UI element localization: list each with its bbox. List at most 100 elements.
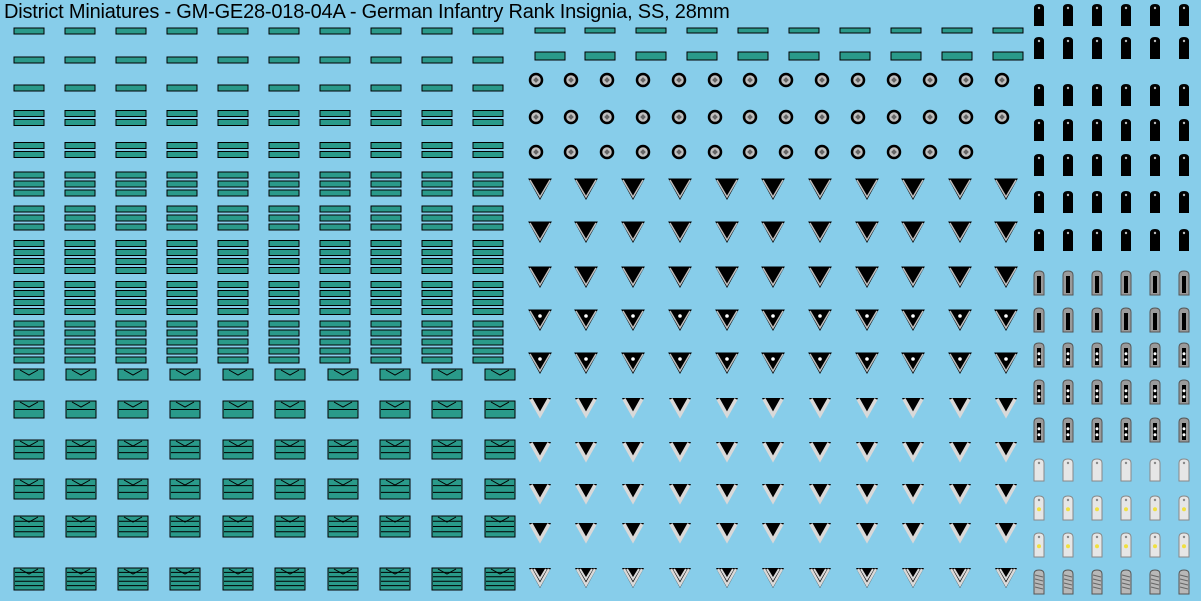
chevron-icon xyxy=(855,221,879,244)
chevron-icon xyxy=(621,309,645,332)
shoulder-strap-icon xyxy=(1149,458,1161,482)
green-bar-icon xyxy=(166,240,198,274)
wreath-patch-icon xyxy=(274,515,306,538)
chevron-icon xyxy=(622,523,644,544)
shoulder-strap-icon xyxy=(1120,495,1132,521)
round-pip-icon xyxy=(778,72,794,88)
shoulder-strap-icon xyxy=(1149,417,1161,443)
chevron-icon xyxy=(715,352,739,375)
green-bar-icon xyxy=(13,320,45,364)
chevron-icon xyxy=(902,398,924,419)
green-bar-icon xyxy=(64,27,96,35)
shoulder-strap-icon xyxy=(1179,4,1189,26)
green-bar-icon xyxy=(472,281,504,315)
wreath-patch-icon xyxy=(65,368,97,381)
chevron-icon xyxy=(902,568,924,588)
shoulder-strap-icon xyxy=(1149,270,1161,296)
wide-green-bar-icon xyxy=(992,51,1024,61)
wreath-patch-icon xyxy=(327,439,359,460)
green-bar-icon xyxy=(319,320,351,364)
green-bar-icon xyxy=(370,142,402,158)
shoulder-strap-icon xyxy=(1179,154,1189,176)
shoulder-strap-icon xyxy=(1178,569,1190,595)
green-bar-icon xyxy=(217,27,249,35)
chevron-icon xyxy=(761,266,785,289)
wreath-patch-icon xyxy=(65,400,97,419)
wreath-patch-icon xyxy=(65,478,97,500)
wreath-patch-icon xyxy=(327,478,359,500)
wreath-patch-icon xyxy=(379,478,411,500)
wreath-patch-icon xyxy=(13,439,45,460)
wreath-patch-icon xyxy=(431,515,463,538)
wreath-patch-icon xyxy=(222,368,254,381)
chevron-icon xyxy=(716,398,738,419)
shoulder-strap-icon xyxy=(1062,495,1074,521)
green-bar-icon xyxy=(268,56,300,64)
green-bar-icon xyxy=(421,56,453,64)
chevron-icon xyxy=(574,352,598,375)
green-bar-icon xyxy=(64,171,96,197)
chevron-icon xyxy=(809,398,831,419)
wreath-patch-icon xyxy=(379,400,411,419)
green-bar-icon xyxy=(166,205,198,231)
chevron-icon xyxy=(948,309,972,332)
shoulder-strap-icon xyxy=(1150,154,1160,176)
chevron-icon xyxy=(809,484,831,505)
shoulder-strap-icon xyxy=(1120,417,1132,443)
green-bar-icon xyxy=(166,110,198,126)
shoulder-strap-icon xyxy=(1091,342,1103,368)
green-bar-icon xyxy=(217,205,249,231)
green-bar-icon xyxy=(319,56,351,64)
chevron-icon xyxy=(809,568,831,588)
shoulder-strap-icon xyxy=(1178,379,1190,405)
green-bar-icon xyxy=(166,281,198,315)
wreath-patch-icon xyxy=(13,478,45,500)
chevron-icon xyxy=(995,568,1017,588)
shoulder-strap-icon xyxy=(1062,379,1074,405)
round-pip-icon xyxy=(922,144,938,160)
chevron-icon xyxy=(901,309,925,332)
chevron-icon xyxy=(808,178,832,201)
thin-green-bar-icon xyxy=(737,27,769,34)
thin-green-bar-icon xyxy=(584,27,616,34)
shoulder-strap-icon xyxy=(1149,379,1161,405)
chevron-icon xyxy=(574,309,598,332)
green-bar-icon xyxy=(421,142,453,158)
green-bar-icon xyxy=(217,320,249,364)
green-bar-icon xyxy=(472,205,504,231)
thin-green-bar-icon xyxy=(686,27,718,34)
shoulder-strap-icon xyxy=(1121,229,1131,251)
green-bar-icon xyxy=(268,84,300,92)
green-bar-icon xyxy=(472,84,504,92)
shoulder-strap-icon xyxy=(1033,532,1045,558)
chevron-icon xyxy=(575,398,597,419)
thin-green-bar-icon xyxy=(788,27,820,34)
round-pip-icon xyxy=(528,109,544,125)
chevron-icon xyxy=(528,178,552,201)
shoulder-strap-icon xyxy=(1034,229,1044,251)
chevron-icon xyxy=(808,309,832,332)
green-bar-icon xyxy=(421,27,453,35)
shoulder-strap-icon xyxy=(1092,84,1102,106)
green-bar-icon xyxy=(421,240,453,274)
shoulder-strap-icon xyxy=(1149,307,1161,333)
shoulder-strap-icon xyxy=(1033,307,1045,333)
round-pip-icon xyxy=(599,72,615,88)
shoulder-strap-icon xyxy=(1091,307,1103,333)
wreath-patch-icon xyxy=(117,368,149,381)
green-bar-icon xyxy=(166,320,198,364)
round-pip-icon xyxy=(599,144,615,160)
chevron-icon xyxy=(856,398,878,419)
chevron-icon xyxy=(902,523,924,544)
wide-green-bar-icon xyxy=(941,51,973,61)
shoulder-strap-icon xyxy=(1150,37,1160,59)
shoulder-strap-icon xyxy=(1179,37,1189,59)
chevron-icon xyxy=(856,484,878,505)
green-bar-icon xyxy=(319,240,351,274)
shoulder-strap-icon xyxy=(1149,532,1161,558)
green-bar-icon xyxy=(472,27,504,35)
wreath-patch-icon xyxy=(169,567,201,591)
shoulder-strap-icon xyxy=(1149,495,1161,521)
shoulder-strap-icon xyxy=(1121,37,1131,59)
round-pip-icon xyxy=(528,144,544,160)
